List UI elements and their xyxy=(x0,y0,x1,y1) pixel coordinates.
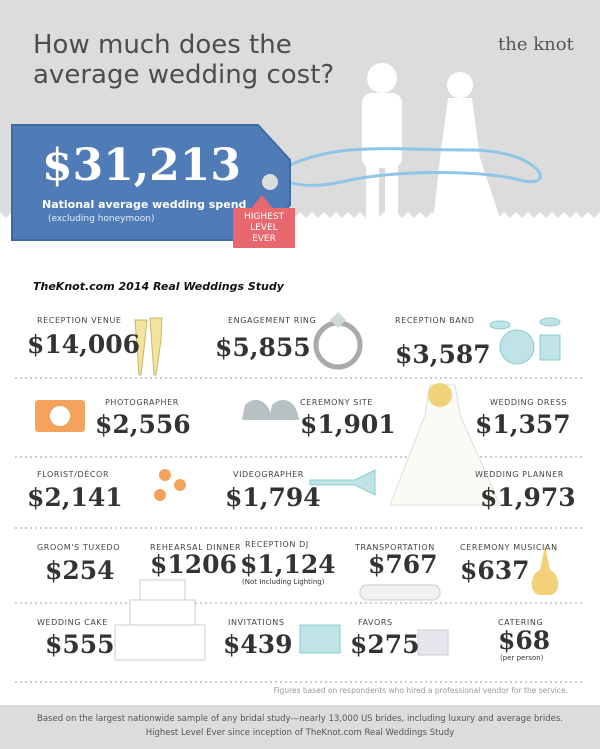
item-amount: $1,357 xyxy=(475,410,571,439)
item-amount: $1,794 xyxy=(225,483,321,512)
badge xyxy=(233,208,295,248)
item-label: Ceremony Musician xyxy=(460,543,558,552)
footer: Based on the largest nationwide sample o… xyxy=(0,712,600,740)
badge-line: HIGHEST xyxy=(243,212,285,222)
item-amount: $767 xyxy=(368,550,438,579)
logo: the knot xyxy=(498,34,574,55)
item-amount: $1,901 xyxy=(300,410,396,439)
item-amount: $637 xyxy=(460,556,530,585)
item-amount: $3,587 xyxy=(395,340,491,369)
item-label: Reception Venue xyxy=(37,316,122,325)
footer-band xyxy=(0,705,600,749)
tag-note: (excluding honeymoon) xyxy=(48,214,155,224)
title-line: How much does the xyxy=(33,30,292,60)
item-amount: $2,141 xyxy=(27,483,123,512)
tag-hole xyxy=(262,174,278,190)
separators xyxy=(15,377,585,683)
price-tag xyxy=(11,124,291,241)
badge-line: LEVEL xyxy=(250,223,278,233)
item-label: Wedding Planner xyxy=(475,470,564,479)
item-label: Transportation xyxy=(355,543,435,552)
item-label: Florist/Décor xyxy=(37,470,110,479)
item-amount: $2,556 xyxy=(95,410,191,439)
item-label: Reception Band xyxy=(395,316,475,325)
item-amount: $5,855 xyxy=(215,333,311,362)
item-amount: $1,973 xyxy=(480,483,576,512)
item-note: (Not Including Lighting) xyxy=(242,578,325,586)
item-label: Reception DJ xyxy=(245,540,309,549)
footer-line: Based on the largest nationwide sample o… xyxy=(37,714,563,724)
badge-line: EVER xyxy=(252,234,276,244)
item-amount: $1206 xyxy=(150,550,237,579)
item-amount: $439 xyxy=(223,630,293,659)
item-label: Groom's Tuxedo xyxy=(37,543,121,552)
item-label: Engagement Ring xyxy=(228,316,317,325)
footer-line: Highest Level Ever since inception of Th… xyxy=(145,728,455,738)
tag-caption: National average wedding spend xyxy=(42,198,247,211)
item-label: Catering xyxy=(498,618,544,627)
study-title: TheKnot.com 2014 Real Weddings Study xyxy=(33,280,284,293)
item-amount: $275 xyxy=(350,630,420,659)
tag-amount: $31,213 xyxy=(42,140,242,191)
badge-text: HIGHEST LEVEL EVER xyxy=(233,212,295,245)
icons xyxy=(35,312,561,661)
item-amount: $1,124 xyxy=(240,550,336,579)
item-label: Videographer xyxy=(233,470,304,479)
item-amount: $68 xyxy=(498,626,551,655)
ribbon xyxy=(269,147,542,187)
item-label: Invitations xyxy=(228,618,285,627)
item-note: (per person) xyxy=(500,654,544,662)
item-amount: $555 xyxy=(45,630,115,659)
item-label: Rehearsal Dinner xyxy=(150,543,242,552)
item-label: Favors xyxy=(358,618,393,627)
item-label: Ceremony Site xyxy=(300,398,374,407)
item-label: Wedding Cake xyxy=(37,618,108,627)
footnote: Figures based on respondents who hired a… xyxy=(273,686,568,695)
item-amount: $254 xyxy=(45,556,115,585)
item-label: Wedding Dress xyxy=(490,398,568,407)
item-amount: $14,006 xyxy=(27,330,141,359)
item-label: Photographer xyxy=(105,398,179,407)
title-line: average wedding cost? xyxy=(33,60,335,90)
